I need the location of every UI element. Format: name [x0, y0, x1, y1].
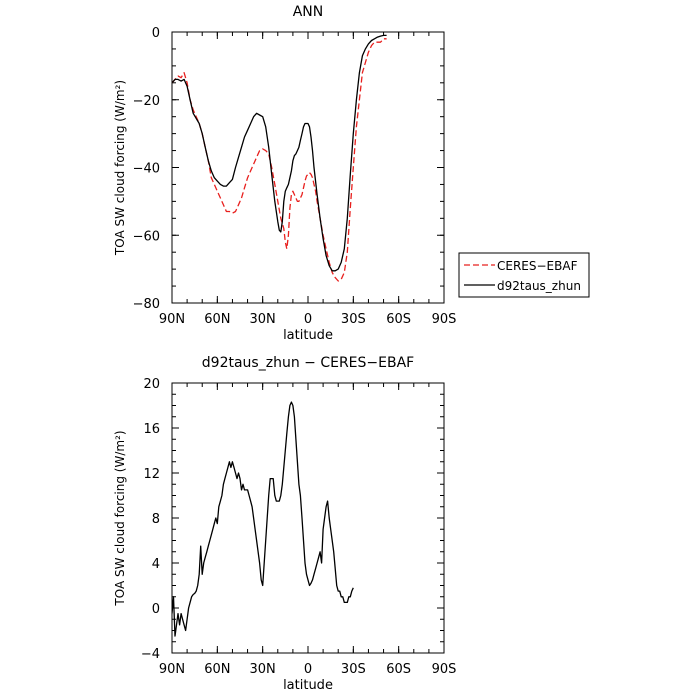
panel-1-y-tick-label: −60	[133, 229, 160, 244]
legend-box	[458, 252, 590, 298]
panel-2-x-tick-label: 30S	[341, 662, 366, 677]
panel-1-x-tick-label: 0	[304, 312, 312, 327]
panel-1-x-tick-label: 90S	[432, 312, 457, 327]
panel-1-plot-frame	[171, 31, 445, 304]
panel-2-plot-frame	[171, 382, 445, 654]
panel-1-x-tick-label: 60N	[204, 312, 230, 327]
panel-2-x-axis-label: latitude	[283, 678, 333, 693]
panel-2-y-tick-label: 12	[143, 467, 160, 482]
panel-2: d92taus_zhun − CERES−EBAF 90N 60N 30N 0 30S 60…	[113, 355, 456, 693]
panel-1-title: ANN	[293, 4, 324, 20]
panel-2-y-tick-label: 0	[152, 602, 160, 617]
legend-label-1: CERES−EBAF	[497, 259, 578, 273]
panel-2-x-tick-label: 30N	[250, 662, 276, 677]
panel-1-x-tick-label: 60S	[386, 312, 411, 327]
panel-2-x-tick-label: 60N	[204, 662, 230, 677]
panel-2-x-tick-label: 90S	[432, 662, 457, 677]
panel-2-y-tick-label: 8	[152, 512, 160, 527]
panel-2-x-tick-label: 60S	[386, 662, 411, 677]
panel-2-x-tick-label: 90N	[159, 662, 185, 677]
panel-2-x-tick-label: 0	[304, 662, 312, 677]
legend: CERES−EBAF d92taus_zhun	[458, 252, 590, 298]
panel-2-series-line-1	[172, 401, 354, 637]
panel-1-series-line-2	[172, 34, 387, 272]
panel-1-y-tick-label: −80	[133, 297, 160, 312]
panel-2-y-axis-label: TOA SW cloud forcing (W/m²)	[113, 430, 127, 606]
panel-1-x-tick-label: 30S	[341, 312, 366, 327]
panel-1-x-tick-label: 90N	[159, 312, 185, 327]
panel-2-title: d92taus_zhun − CERES−EBAF	[202, 355, 414, 371]
panel-1-x-axis-label: latitude	[283, 328, 333, 343]
panel-1-y-tick-label: 0	[152, 26, 160, 41]
panel-1-y-axis-label: TOA SW cloud forcing (W/m²)	[113, 80, 127, 256]
panel-1-x-tick-label: 30N	[250, 312, 276, 327]
panel-1: ANN 90N 60N 30N 0 30S 60S 90S 0 −20 −40 −60 −80 latit…	[113, 4, 590, 343]
panel-2-y-tick-label: 16	[143, 422, 160, 437]
panel-2-y-tick-label: −4	[141, 647, 160, 662]
panel-1-series-line-1	[172, 38, 387, 282]
panel-1-y-tick-label: −20	[133, 94, 160, 109]
panel-1-y-tick-label: −40	[133, 162, 160, 177]
panel-2-y-tick-label: 4	[152, 557, 160, 572]
panel-2-y-tick-label: 20	[143, 377, 160, 392]
legend-label-2: d92taus_zhun	[497, 279, 581, 293]
